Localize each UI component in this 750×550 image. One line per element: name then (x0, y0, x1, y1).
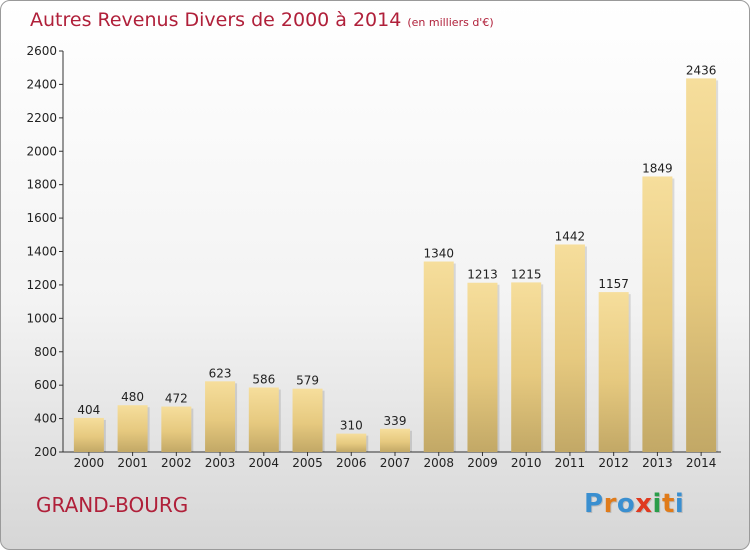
logo-letter: P (584, 489, 604, 519)
x-tick-label: 2010 (511, 456, 542, 470)
y-tick-label: 400 (34, 412, 57, 426)
x-tick-label: 2007 (380, 456, 411, 470)
logo-letter: o (616, 489, 636, 519)
y-tick-label: 2400 (26, 77, 57, 91)
bar[interactable] (73, 417, 104, 452)
bar-value-label: 1213 (467, 268, 498, 282)
bar-value-label: 1157 (598, 277, 629, 291)
bar-value-label: 480 (121, 390, 144, 404)
bar[interactable] (117, 405, 148, 452)
data-labels: 404 480 472 623 586 579 310 339 1340 1213 1215 1442… (77, 63, 716, 432)
bar[interactable] (292, 388, 323, 452)
x-tick-label: 2008 (423, 456, 454, 470)
bar-value-label: 404 (77, 403, 100, 417)
bar-value-label: 339 (384, 414, 407, 428)
bar-value-label: 2436 (686, 63, 717, 77)
bar[interactable] (161, 406, 192, 452)
bar-value-label: 586 (252, 373, 275, 387)
y-tick-label: 2200 (26, 111, 57, 125)
y-tick-label: 1600 (26, 211, 57, 225)
chart-title: Autres Revenus Divers de 2000 à 2014 (en … (30, 9, 494, 31)
proxiti-logo[interactable]: Proxiti (584, 489, 684, 519)
bar-value-label: 623 (209, 366, 232, 380)
bar-value-label: 1340 (423, 247, 454, 261)
bar[interactable] (554, 244, 585, 452)
y-tick-label: 200 (34, 445, 57, 459)
bars (73, 78, 719, 452)
bar[interactable] (205, 381, 236, 452)
title-text: Autres Revenus Divers de 2000 à 2014 (30, 9, 402, 31)
y-tick-label: 1200 (26, 278, 57, 292)
y-tick-label: 1800 (26, 178, 57, 192)
logo-letter: r (603, 489, 617, 519)
bar[interactable] (423, 261, 454, 452)
bar[interactable] (380, 428, 410, 452)
bar-value-label: 579 (296, 374, 319, 388)
x-tick-label: 2004 (249, 456, 280, 470)
x-tick-label: 2011 (555, 456, 586, 470)
x-tick-label: 2002 (161, 456, 192, 470)
bar[interactable] (686, 78, 717, 452)
bar[interactable] (467, 282, 498, 452)
x-tick-label: 2003 (205, 456, 236, 470)
y-tick-label: 600 (34, 378, 57, 392)
bar[interactable] (248, 387, 279, 452)
bar[interactable] (598, 292, 629, 452)
x-tick-label: 2009 (467, 456, 498, 470)
y-tick-label: 800 (34, 345, 57, 359)
bar-value-label: 1215 (511, 267, 542, 281)
y-tick-label: 1000 (26, 311, 57, 325)
x-tick-label: 2001 (117, 456, 148, 470)
bar[interactable] (642, 176, 673, 452)
logo-letter: x (635, 489, 653, 519)
y-tick-label: 2600 (26, 44, 57, 58)
logo-letter: i (674, 489, 685, 519)
y-tick-label: 2000 (26, 144, 57, 158)
logo-letter: i (652, 489, 662, 519)
bar-value-label: 1849 (642, 161, 673, 175)
x-tick-label: 2000 (74, 456, 105, 470)
bar-value-label: 310 (340, 419, 363, 433)
town-name: GRAND-BOURG (36, 493, 189, 517)
x-tick-label: 2006 (336, 456, 367, 470)
bar[interactable] (511, 282, 542, 452)
unit-text: (en milliers d'€) (407, 16, 494, 29)
bar[interactable] (336, 433, 367, 452)
logo-letter: t (661, 489, 675, 519)
bar-value-label: 1442 (555, 229, 586, 243)
x-tick-label: 2005 (292, 456, 323, 470)
x-tick-label: 2013 (642, 456, 673, 470)
bar-value-label: 472 (165, 392, 188, 406)
x-tick-label: 2014 (686, 456, 717, 470)
y-tick-label: 1400 (26, 245, 57, 259)
x-tick-label: 2012 (598, 456, 629, 470)
